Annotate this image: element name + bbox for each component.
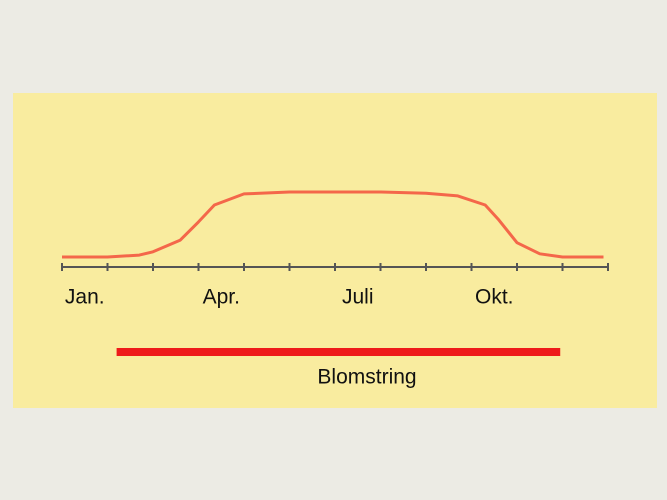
panel	[13, 93, 657, 408]
x-tick-label: Apr.	[203, 286, 240, 309]
x-tick-label: Juli	[342, 286, 374, 309]
x-tick-label: Jan.	[65, 286, 105, 309]
flowering-label: Blomstring	[317, 366, 416, 389]
line	[62, 190, 604, 259]
x-tick-label: Okt.	[475, 286, 514, 309]
flowering-bar	[116, 348, 561, 356]
